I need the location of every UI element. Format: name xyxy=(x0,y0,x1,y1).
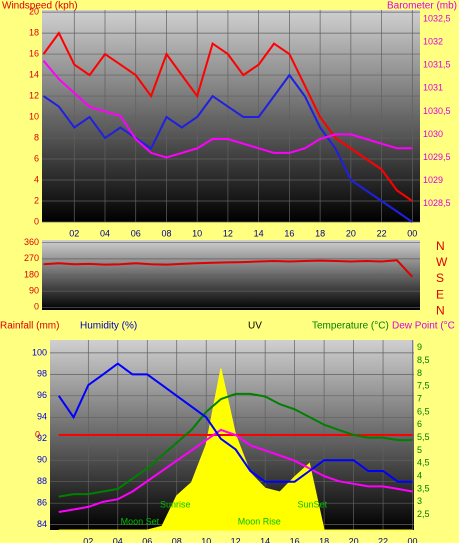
legend-label: Dew Point (°C xyxy=(392,321,455,332)
x-tick-label: 06 xyxy=(131,228,141,238)
y2-tick-label: W xyxy=(436,255,448,269)
y-tick-label: 20 xyxy=(29,6,39,16)
series-line xyxy=(58,428,413,513)
y-axis-label: Windspeed (kph) xyxy=(2,1,78,12)
x-tick-label: 18 xyxy=(319,536,329,543)
y-tick-label: 16 xyxy=(29,48,39,58)
y-tick-label: 88 xyxy=(37,476,47,486)
y2-tick-label: E xyxy=(436,287,444,301)
series-line xyxy=(58,392,413,498)
y2-tick-label: 6,5 xyxy=(417,406,430,416)
y-tick-label: 86 xyxy=(37,498,47,508)
y-tick-label: 2 xyxy=(34,195,39,205)
legend-label: Temperature (°C) xyxy=(312,321,389,332)
y2-tick-label: N xyxy=(436,303,445,317)
x-tick-label: 12 xyxy=(223,228,233,238)
x-tick-label: 02 xyxy=(83,536,93,543)
series-line xyxy=(42,73,413,223)
y2-tick-label: 1029 xyxy=(423,175,443,185)
y-tick-label: 8 xyxy=(34,132,39,142)
x-tick-label: 08 xyxy=(172,536,182,543)
x-tick-label: 06 xyxy=(142,536,152,543)
x-tick-label: 10 xyxy=(201,536,211,543)
y2-tick-label: 1031,5 xyxy=(423,60,451,70)
y-tick-label: 6 xyxy=(34,153,39,163)
y2-tick-label: S xyxy=(436,271,444,285)
y2-tick-label: 1029,5 xyxy=(423,152,451,162)
y-tick-label: 270 xyxy=(24,253,39,263)
y-tick-label: 100 xyxy=(32,347,47,357)
y2-tick-label: N xyxy=(436,239,445,253)
y-tick-label: 90 xyxy=(29,286,39,296)
y-tick-label: 90 xyxy=(37,455,47,465)
plot-area xyxy=(42,10,420,222)
y2-tick-label: 3,5 xyxy=(417,483,430,493)
series-line xyxy=(43,259,414,278)
x-tick-label: 00 xyxy=(407,228,417,238)
y2-tick-label: 6 xyxy=(417,419,422,429)
y-tick-label: 360 xyxy=(24,237,39,247)
annotation: Sunrise xyxy=(160,499,191,509)
y-tick-label: 92 xyxy=(37,433,47,443)
y2-tick-label: 3 xyxy=(417,496,422,506)
legend-label: UV xyxy=(248,321,262,332)
x-tick-label: 20 xyxy=(346,228,356,238)
series-line xyxy=(42,31,413,202)
legend-label: Rainfall (mm) xyxy=(0,321,59,332)
legend-label: Humidity (%) xyxy=(80,321,137,332)
y-tick-label: 0 xyxy=(34,302,39,312)
y-tick-label: 10 xyxy=(29,111,39,121)
x-tick-label: 00 xyxy=(408,536,418,543)
y-tick-label: 18 xyxy=(29,27,39,37)
y2-tick-label: 4,5 xyxy=(417,458,430,468)
y2-tick-label: 8,5 xyxy=(417,355,430,365)
x-tick-label: 20 xyxy=(349,536,359,543)
y2-axis-label: Barometer (mb) xyxy=(387,1,457,12)
x-tick-label: 22 xyxy=(378,536,388,543)
x-tick-label: 12 xyxy=(231,536,241,543)
x-tick-label: 04 xyxy=(113,536,123,543)
x-tick-label: 02 xyxy=(69,228,79,238)
series-line xyxy=(57,362,413,483)
y-tick-label: 0 xyxy=(34,216,39,226)
y2-tick-label: 9 xyxy=(417,342,422,352)
x-tick-label: 22 xyxy=(377,228,387,238)
y2-tick-label: 5 xyxy=(417,445,422,455)
y2-tick-label: 5,5 xyxy=(417,432,430,442)
y2-tick-label: 2,5 xyxy=(417,509,430,519)
x-tick-label: 10 xyxy=(192,228,202,238)
annotation: Moon Rise xyxy=(238,516,281,526)
y-tick-label: 12 xyxy=(29,90,39,100)
series-line xyxy=(42,60,413,159)
y-tick-label: 98 xyxy=(37,369,47,379)
x-tick-label: 16 xyxy=(284,228,294,238)
x-tick-label: 08 xyxy=(161,228,171,238)
x-tick-label: 16 xyxy=(290,536,300,543)
annotation: SunSet xyxy=(298,499,328,509)
y-tick-label: 96 xyxy=(37,390,47,400)
y2-tick-label: 7,5 xyxy=(417,381,430,391)
x-tick-label: 14 xyxy=(254,228,264,238)
y2-tick-label: 4 xyxy=(417,470,422,480)
y2-tick-label: 8 xyxy=(417,368,422,378)
y-tick-label: 84 xyxy=(37,519,47,529)
x-tick-label: 04 xyxy=(100,228,110,238)
y-tick-label: 94 xyxy=(37,412,47,422)
y2-tick-label: 1032,5 xyxy=(423,14,451,24)
y2-tick-label: 1030,5 xyxy=(423,106,451,116)
y2-tick-label: 7 xyxy=(417,393,422,403)
y-tick-label: 4 xyxy=(34,174,39,184)
y-tick-label: 180 xyxy=(24,269,39,279)
rain-tick-label: 0 xyxy=(35,429,40,439)
x-tick-label: 18 xyxy=(315,228,325,238)
annotation: Moon Set xyxy=(121,516,160,526)
x-tick-label: 14 xyxy=(260,536,270,543)
y2-tick-label: 1028,5 xyxy=(423,198,451,208)
y-tick-label: 14 xyxy=(29,69,39,79)
y2-tick-label: 1032 xyxy=(423,37,443,47)
y2-tick-label: 1030 xyxy=(423,129,443,139)
y2-tick-label: 1031 xyxy=(423,83,443,93)
